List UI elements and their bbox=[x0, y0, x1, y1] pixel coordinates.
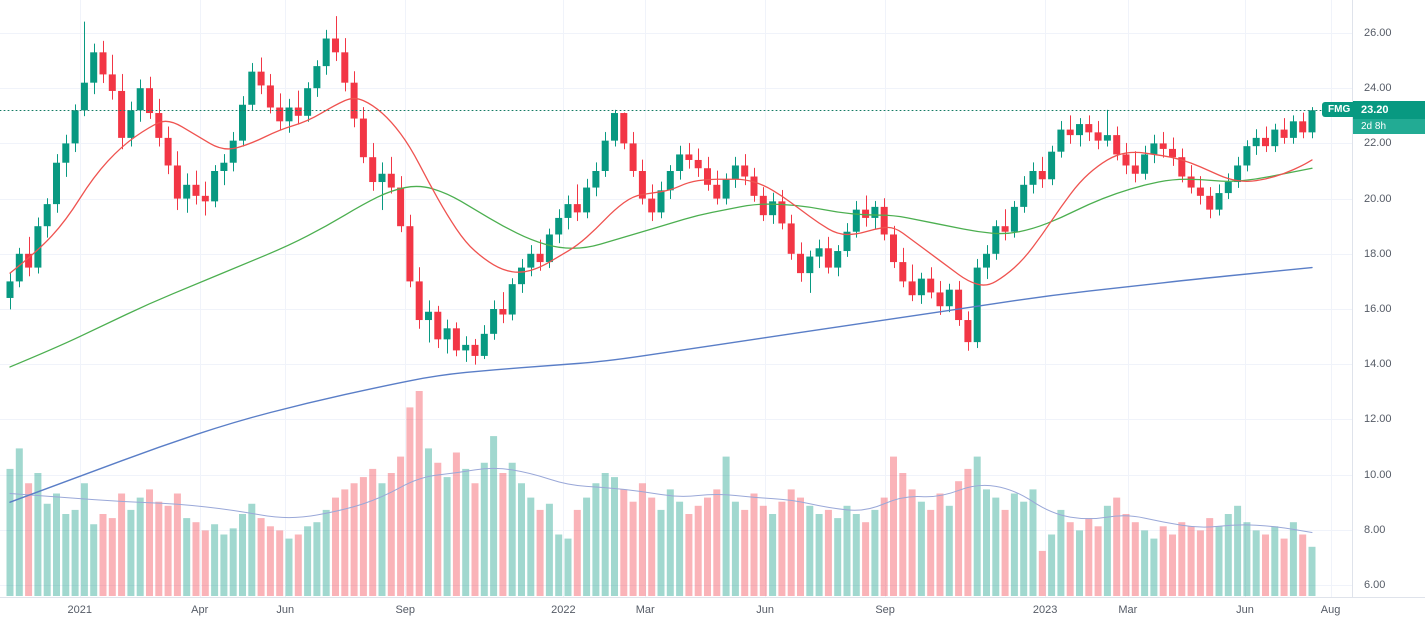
price-axis-label: 18.00 bbox=[1364, 247, 1392, 260]
price-axis-label: 16.00 bbox=[1364, 303, 1392, 315]
price-axis[interactable]: 26.00 24.00 22.00 20.00 18.00 16.00 14.00 12.00… bbox=[1352, 0, 1425, 597]
price-axis-label: 22.00 bbox=[1364, 137, 1392, 150]
price-axis-label: 24.00 bbox=[1364, 82, 1392, 95]
time-axis-label: 2022 bbox=[551, 604, 576, 616]
symbol-label-badge[interactable]: FMG bbox=[1322, 102, 1357, 118]
time-axis-label: Sep bbox=[395, 604, 416, 616]
time-axis-label: Mar bbox=[635, 604, 655, 616]
price-axis-label: 20.00 bbox=[1364, 192, 1392, 205]
price-axis-label: 26.00 bbox=[1364, 27, 1392, 39]
time-axis[interactable]: 2021 Apr Jun Sep 2022 Mar Jun Sep 2023 Mar Jun Aug bbox=[0, 597, 1425, 625]
time-axis-label: Mar bbox=[1118, 604, 1138, 616]
time-axis-label: Apr bbox=[191, 604, 209, 616]
price-axis-label: 12.00 bbox=[1364, 413, 1392, 426]
time-axis-label: Aug bbox=[1320, 604, 1341, 616]
price-axis-label: 8.00 bbox=[1364, 523, 1386, 536]
price-axis-label: 14.00 bbox=[1364, 358, 1392, 371]
bar-countdown-badge: 2d 8h bbox=[1353, 119, 1425, 135]
current-price-badge: 23.20 bbox=[1353, 101, 1425, 120]
time-axis-label: Jun bbox=[276, 604, 295, 616]
price-axis-label: 6.00 bbox=[1364, 579, 1386, 591]
time-axis-label: 2023 bbox=[1032, 604, 1058, 616]
time-axis-label: Jun bbox=[1236, 604, 1254, 616]
time-axis-label: Jun bbox=[756, 604, 775, 616]
price-axis-label: 10.00 bbox=[1364, 468, 1392, 481]
time-axis-label: 2021 bbox=[67, 604, 92, 616]
time-axis-label: Sep bbox=[875, 604, 895, 616]
